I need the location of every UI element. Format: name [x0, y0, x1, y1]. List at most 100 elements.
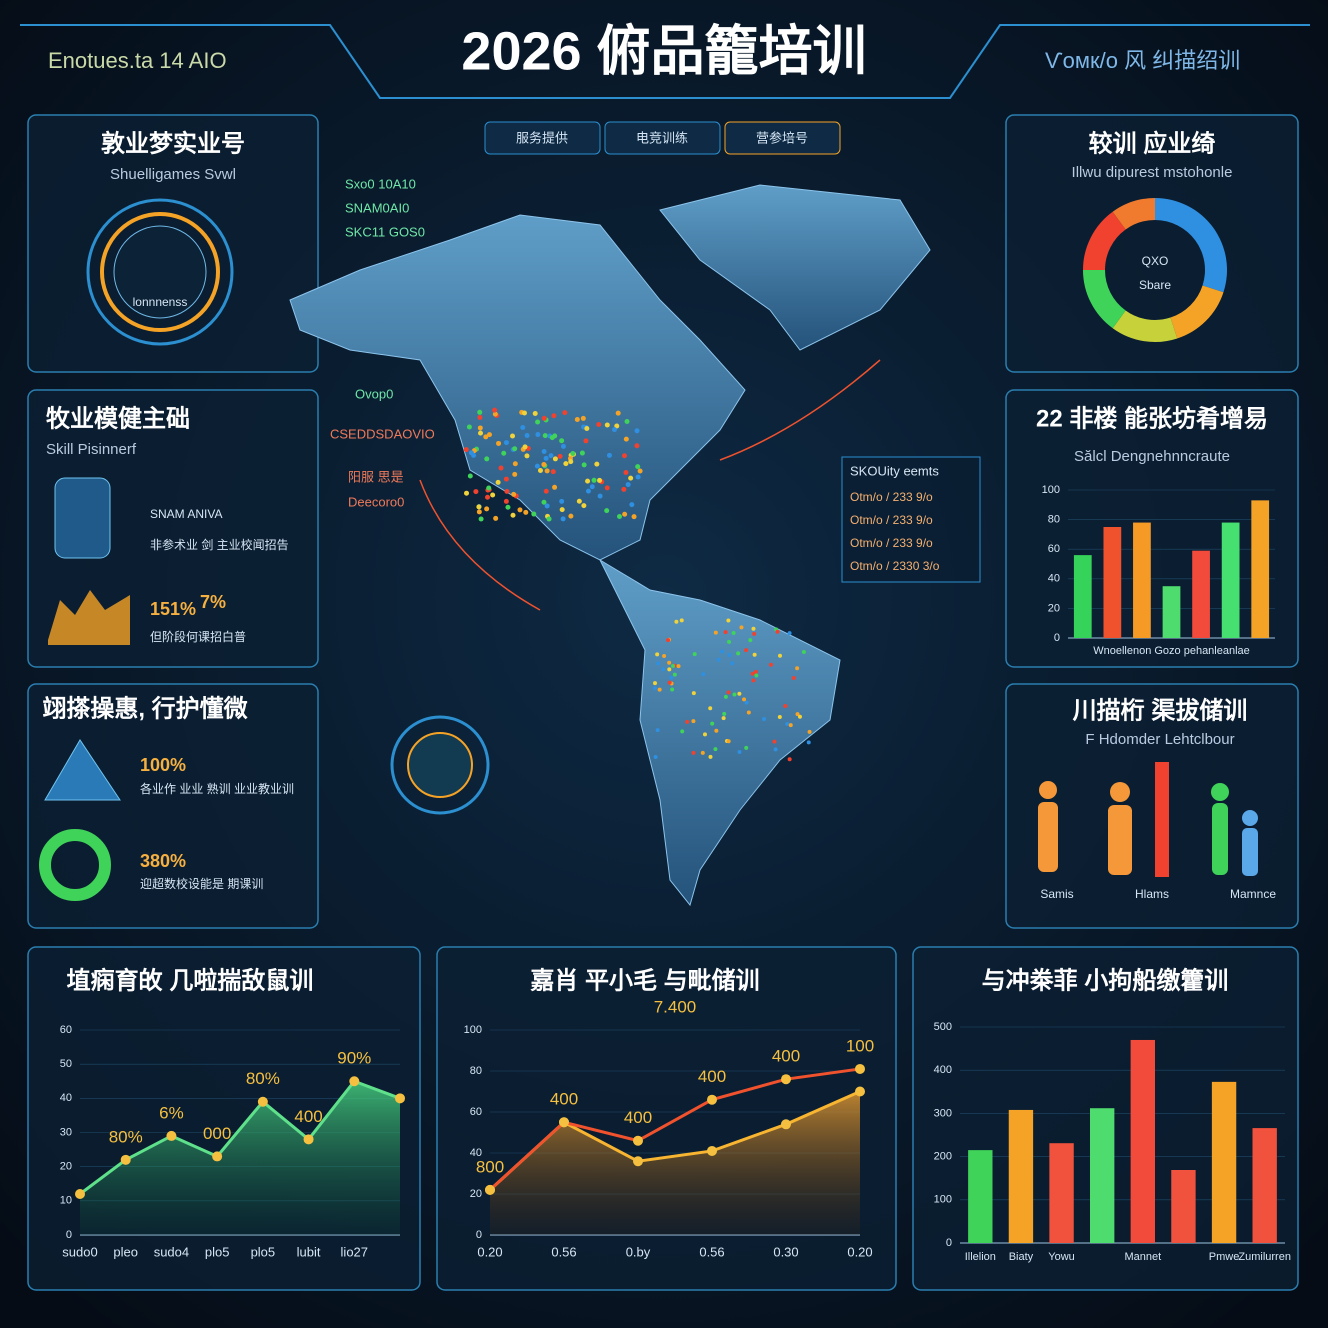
y-tick-label: 20	[60, 1161, 72, 1173]
dot	[560, 516, 566, 522]
line	[79, 1079, 401, 1196]
dot	[744, 648, 749, 653]
chart-title: 与冲桊菲 小拘船缴籗训	[982, 966, 1229, 994]
tab-label: 营参培号	[756, 130, 808, 145]
dot	[585, 488, 591, 494]
dot	[563, 461, 569, 467]
dot	[477, 409, 483, 415]
dot	[795, 666, 800, 671]
panel-text: SNAM ANIVA	[150, 507, 222, 521]
dot	[535, 432, 541, 438]
y-tick-label: 60	[470, 1106, 482, 1118]
dot	[552, 484, 558, 490]
dot	[484, 506, 490, 512]
dot	[762, 717, 767, 722]
dot	[714, 728, 719, 733]
dot	[708, 706, 713, 711]
dot	[524, 432, 530, 438]
dot	[543, 455, 549, 461]
annotation: 80%	[246, 1069, 280, 1088]
dot	[787, 631, 792, 636]
dot	[604, 422, 610, 428]
dot	[674, 619, 679, 624]
point	[120, 1154, 131, 1165]
dot	[708, 754, 713, 759]
dot	[579, 450, 585, 456]
dot	[634, 443, 640, 449]
dot	[524, 453, 530, 459]
map-label: Deecoro0	[348, 494, 404, 509]
point	[707, 1145, 717, 1156]
globe-ring	[390, 715, 490, 815]
map-label: SKC11 GOS0	[345, 224, 425, 239]
tab[interactable]	[604, 121, 721, 155]
point	[212, 1151, 223, 1162]
dot	[797, 714, 802, 719]
bar	[1008, 1109, 1034, 1243]
dot	[503, 440, 509, 446]
y-tick-label: 100	[464, 1024, 482, 1036]
dot	[559, 498, 565, 504]
dot	[692, 652, 697, 657]
dot	[726, 739, 731, 744]
y-tick-label: 0	[66, 1229, 72, 1241]
dot	[537, 468, 543, 474]
dot	[787, 757, 792, 762]
x-tick-label: 0.20	[477, 1244, 502, 1259]
dot	[676, 664, 681, 669]
dot	[584, 426, 590, 432]
y-tick-label: 100	[934, 1194, 952, 1206]
bar	[1133, 522, 1151, 638]
panel-subtitle: F Hdomder Lehtclbour	[1085, 731, 1234, 748]
dot	[748, 638, 753, 643]
dot	[477, 415, 483, 421]
dot	[512, 471, 518, 477]
decor	[39, 198, 1258, 901]
dot	[667, 667, 672, 672]
chart-title: 埴痫育敀 几啦揣敌鼠训	[67, 966, 314, 994]
x-tick-label: Yowu	[1048, 1251, 1075, 1263]
x-tick-label: Pmwe	[1209, 1251, 1240, 1263]
tab[interactable]	[484, 121, 601, 155]
people	[1038, 762, 1258, 877]
x-tick-label: sudo0	[62, 1244, 97, 1259]
dot	[791, 675, 796, 680]
header-frame	[20, 24, 1310, 99]
tab[interactable]	[724, 121, 841, 155]
map-label: Sxo0 10A10	[345, 176, 416, 191]
dot	[548, 453, 554, 459]
dot	[523, 509, 529, 515]
south-america	[598, 558, 841, 907]
panel-subtitle: Illwu dipurest mstohonle	[1072, 164, 1233, 181]
dot	[570, 450, 576, 456]
panel-text: QXO	[1142, 254, 1169, 268]
dot	[541, 499, 547, 505]
bar	[1252, 1128, 1277, 1243]
panel-text: 151%	[150, 599, 196, 619]
annotation: 90%	[337, 1049, 371, 1068]
dot	[672, 672, 677, 677]
dot	[655, 728, 660, 733]
dot	[597, 493, 603, 499]
dot	[498, 465, 504, 471]
dot	[783, 703, 788, 708]
point	[75, 1189, 85, 1199]
brand: Enotues.ta 14 AIO	[48, 48, 227, 73]
point	[781, 1119, 791, 1130]
dot	[510, 433, 516, 439]
dot	[552, 456, 558, 462]
dot	[623, 436, 629, 442]
dot	[736, 651, 741, 656]
dot	[597, 477, 603, 483]
dot	[542, 433, 548, 439]
dot	[490, 492, 496, 498]
dot	[467, 473, 473, 479]
dot	[484, 456, 490, 462]
x-tick-label: 0.by	[626, 1244, 651, 1259]
dot	[655, 652, 660, 657]
callout-row: Otm/o / 233 9/o	[850, 513, 933, 527]
mini-chart	[48, 590, 130, 645]
dot	[752, 631, 757, 636]
panel-text: 100%	[140, 755, 186, 775]
